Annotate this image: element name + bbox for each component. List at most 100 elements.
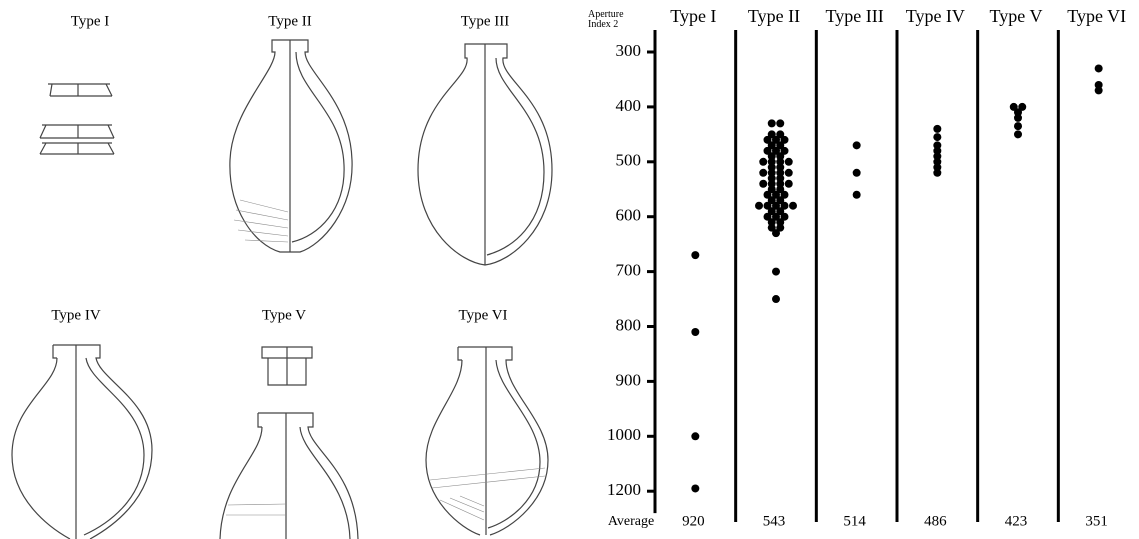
drawing-label: Type I [71,13,110,29]
y-axis-title: Aperture Index 2 [588,9,624,30]
data-dot [784,179,793,188]
data-dot [772,146,780,155]
column-header: Type VI [1067,6,1126,26]
data-dot [763,201,772,210]
y-tick-label: 900 [616,370,642,389]
data-dot [933,168,942,177]
data-dot [933,152,942,161]
data-dot [1009,102,1018,111]
column-header: Type V [990,6,1043,26]
data-dot [767,185,776,194]
dot-chart: 300 400 500 600 700 800 900 1000 1200 Type I 920 Ty… [607,6,1126,529]
drawing-label: Type VI [458,307,507,323]
data-dot [772,295,780,304]
data-dot [767,174,776,183]
data-dot [933,141,942,150]
data-dot [767,207,776,216]
data-dot [759,157,768,166]
data-dot [767,218,776,227]
rim-fragment [39,142,115,155]
data-dot [784,157,793,166]
y-tick-label: 800 [616,315,642,334]
vessel [425,346,549,536]
data-dot [789,201,797,210]
vessel [11,344,153,539]
rim-fragment [39,124,115,139]
data-dot [933,163,942,172]
data-dot [776,218,785,227]
data-dot [759,179,768,188]
data-dot [763,146,772,155]
column-header: Type III [826,6,884,26]
data-dot [780,201,789,210]
average-value: 423 [1005,513,1028,529]
data-dot [776,157,785,166]
data-dot [852,168,861,177]
data-dot [933,157,942,166]
drawing-label: Type IV [51,307,101,323]
data-dot [776,185,785,194]
hatching [226,503,287,516]
data-dot [767,130,776,139]
data-dot [1014,130,1022,139]
y-tick-label: 1200 [607,480,641,499]
data-dot [772,229,780,238]
data-dot [933,133,942,142]
data-dot [776,130,785,139]
data-dot [776,179,785,188]
vessel [229,39,353,253]
data-dot [776,207,785,216]
data-dot [767,223,776,232]
data-dot [759,168,768,177]
vessel [219,412,359,539]
data-dot [763,212,772,221]
drawing-label: Type V [262,307,306,323]
column-header: Type II [748,6,800,26]
data-dot [780,146,789,155]
y-tick-label: 600 [616,206,642,225]
data-dot [933,146,942,155]
average-value: 543 [763,513,786,529]
y-tick-label: 700 [616,261,642,280]
data-dot [772,135,780,144]
data-dot [776,174,785,183]
data-dot [1014,122,1022,131]
data-dot [776,196,785,205]
data-dot [784,168,793,177]
data-dot [772,201,780,210]
y-tick-label: 300 [616,41,642,60]
data-dot [776,163,785,172]
hatching [233,199,289,243]
column-header: Type I [670,6,716,26]
data-dot [767,196,776,205]
data-dot [776,119,785,128]
y-tick-label: 500 [616,151,642,170]
data-dot [1094,86,1103,95]
rim-fragment [48,83,113,97]
data-dot [852,141,861,150]
vessel [417,43,553,266]
vessel-drawings: Type I Type II Type III Type IV Type V T… [11,13,553,539]
data-dot [772,190,780,199]
data-dot [767,119,776,128]
drawing-label: Type II [268,13,312,29]
data-dot [767,157,776,166]
data-dot [776,141,785,150]
column-header: Type IV [906,6,965,26]
data-dot [1014,108,1022,117]
data-dot [1014,113,1022,122]
data-dot [767,163,776,172]
average-label: Average [608,514,654,529]
y-tick-label: 1000 [607,425,641,444]
data-dot [691,432,700,441]
average-value: 920 [682,513,705,529]
data-dot [691,484,700,493]
data-dot [763,190,772,199]
data-dot [691,251,700,260]
data-dot [780,135,789,144]
average-value: 486 [924,513,947,529]
data-dot [767,179,776,188]
data-dot [1094,80,1103,89]
